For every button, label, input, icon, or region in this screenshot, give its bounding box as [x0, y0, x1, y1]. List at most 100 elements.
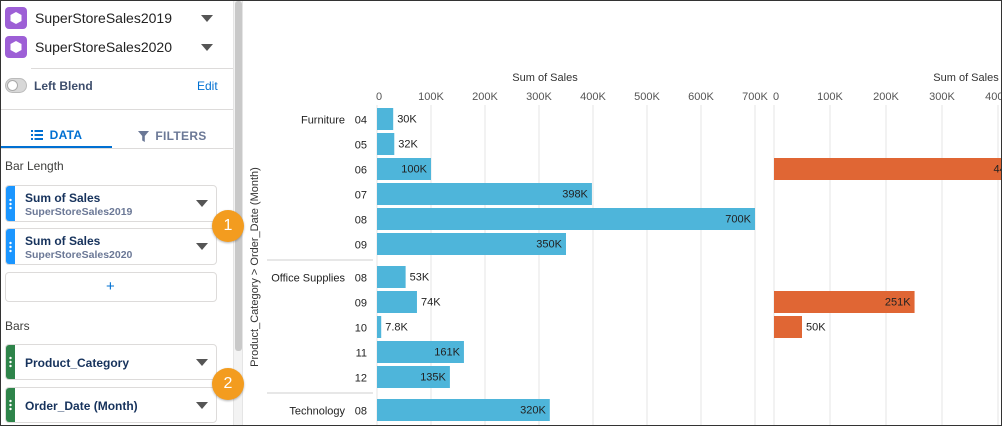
- bar: [377, 108, 394, 130]
- data-label: 100K: [401, 164, 427, 176]
- x-tick-label: 300K: [526, 91, 552, 103]
- x-tick-label: 500K: [634, 91, 660, 103]
- month-label: 08: [355, 273, 367, 285]
- bar-chart: Sum of Sales 0 100K 200K 300K 400K 500K 600K 700…: [249, 72, 1001, 425]
- datasource-name: SuperStoreSales2019: [35, 10, 172, 26]
- data-label: 32K: [398, 139, 418, 151]
- data-label: 700K: [725, 214, 751, 226]
- field-product-category[interactable]: Product_Category: [5, 344, 217, 380]
- field-title: Product_Category: [25, 356, 130, 370]
- bar: [377, 291, 417, 313]
- chevron-down-icon[interactable]: [196, 243, 208, 250]
- bar: [377, 158, 431, 180]
- field-source: SuperStoreSales2020: [25, 249, 133, 261]
- axis-title: Sum of Sales: [933, 72, 999, 84]
- data-label: 135K: [420, 372, 446, 384]
- x-tick-label: 300K: [929, 91, 955, 103]
- list-icon: [30, 129, 43, 140]
- bar: [377, 183, 592, 205]
- month-label: 04: [355, 115, 367, 127]
- datasource-icon: [5, 36, 27, 58]
- month-label: 06: [355, 165, 367, 177]
- month-label: 05: [355, 140, 367, 152]
- bar: [377, 399, 550, 421]
- x-tick-label: 600K: [688, 91, 714, 103]
- scrollbar-thumb[interactable]: [235, 1, 242, 351]
- x-tick-label: 0: [773, 91, 779, 103]
- category-label: Technology: [289, 406, 345, 418]
- field-title: Order_Date (Month): [25, 399, 138, 413]
- bars-label: Bars: [5, 319, 30, 333]
- chevron-down-icon[interactable]: [196, 402, 208, 409]
- drag-handle-icon[interactable]: [6, 388, 15, 422]
- tab-data[interactable]: DATA: [1, 123, 112, 149]
- month-label: 12: [355, 373, 367, 385]
- bar: [377, 266, 406, 288]
- chevron-down-icon[interactable]: [196, 200, 208, 207]
- data-label: 30K: [397, 114, 417, 126]
- bar: [377, 208, 755, 230]
- filter-icon: [138, 130, 150, 142]
- bar: [377, 316, 382, 338]
- field-title: Sum of Sales: [25, 191, 101, 205]
- month-label: 08: [355, 406, 367, 418]
- bar: [377, 341, 464, 363]
- field-sum-of-sales-2019[interactable]: Sum of Sales SuperStoreSales2019: [5, 185, 217, 222]
- datasource-icon: [5, 7, 27, 29]
- blend-row: Left Blend Edit: [1, 71, 233, 101]
- datasource-name: SuperStoreSales2020: [35, 39, 172, 55]
- add-field-button[interactable]: +: [5, 272, 217, 302]
- chevron-down-icon[interactable]: [196, 359, 208, 366]
- chevron-down-icon[interactable]: [201, 44, 213, 51]
- callout-badge-2: 2: [212, 368, 244, 400]
- bar: [377, 366, 450, 388]
- blend-toggle[interactable]: [5, 78, 27, 93]
- data-label: 350K: [536, 239, 562, 251]
- drag-handle-icon[interactable]: [6, 345, 15, 379]
- add-icon: +: [106, 278, 115, 295]
- divider: [31, 68, 233, 69]
- bar: [774, 158, 1001, 180]
- blend-label: Left Blend: [34, 79, 93, 93]
- data-label: 251K: [885, 297, 911, 309]
- callout-badge-1: 1: [212, 210, 244, 242]
- left-panel: SuperStoreSales2019 SuperStoreSales2020 …: [1, 1, 233, 425]
- x-tick-label: 400K: [580, 91, 606, 103]
- month-label: 09: [355, 240, 367, 252]
- bar-length-label: Bar Length: [5, 159, 64, 173]
- chevron-down-icon[interactable]: [201, 15, 213, 22]
- field-sum-of-sales-2020[interactable]: Sum of Sales SuperStoreSales2020: [5, 228, 217, 265]
- datasource-row-2019[interactable]: SuperStoreSales2019: [1, 3, 233, 33]
- x-tick-label: 400K: [985, 91, 1001, 103]
- month-label: 10: [355, 323, 367, 335]
- category-label: Office Supplies: [271, 273, 345, 285]
- data-label: 320K: [520, 405, 546, 417]
- month-label: 09: [355, 298, 367, 310]
- bar: [774, 316, 802, 338]
- month-label: 08: [355, 215, 367, 227]
- data-label: 398K: [562, 189, 588, 201]
- data-label: 7.8K: [385, 322, 408, 334]
- drag-handle-icon[interactable]: [6, 229, 15, 264]
- data-label: 74K: [421, 297, 441, 309]
- tab-filters-label: FILTERS: [155, 129, 207, 143]
- month-label: 11: [356, 348, 367, 360]
- tab-filters[interactable]: FILTERS: [112, 123, 233, 149]
- field-order-date-month[interactable]: Order_Date (Month): [5, 387, 217, 423]
- x-tick-label: 700K: [742, 91, 768, 103]
- row-axis-label: Product_Category > Order_Date (Month): [249, 167, 261, 367]
- datasource-row-2020[interactable]: SuperStoreSales2020: [1, 32, 233, 62]
- data-label: 50K: [806, 322, 826, 334]
- data-label: 445K: [993, 164, 1001, 176]
- x-tick-label: 100K: [418, 91, 444, 103]
- drag-handle-icon[interactable]: [6, 186, 15, 221]
- bar: [774, 291, 915, 313]
- divider: [1, 148, 233, 149]
- bar: [377, 233, 566, 255]
- field-source: SuperStoreSales2019: [25, 206, 133, 218]
- edit-blend-link[interactable]: Edit: [197, 79, 218, 93]
- field-title: Sum of Sales: [25, 234, 101, 248]
- x-tick-label: 200K: [472, 91, 498, 103]
- x-tick-label: 0: [376, 91, 382, 103]
